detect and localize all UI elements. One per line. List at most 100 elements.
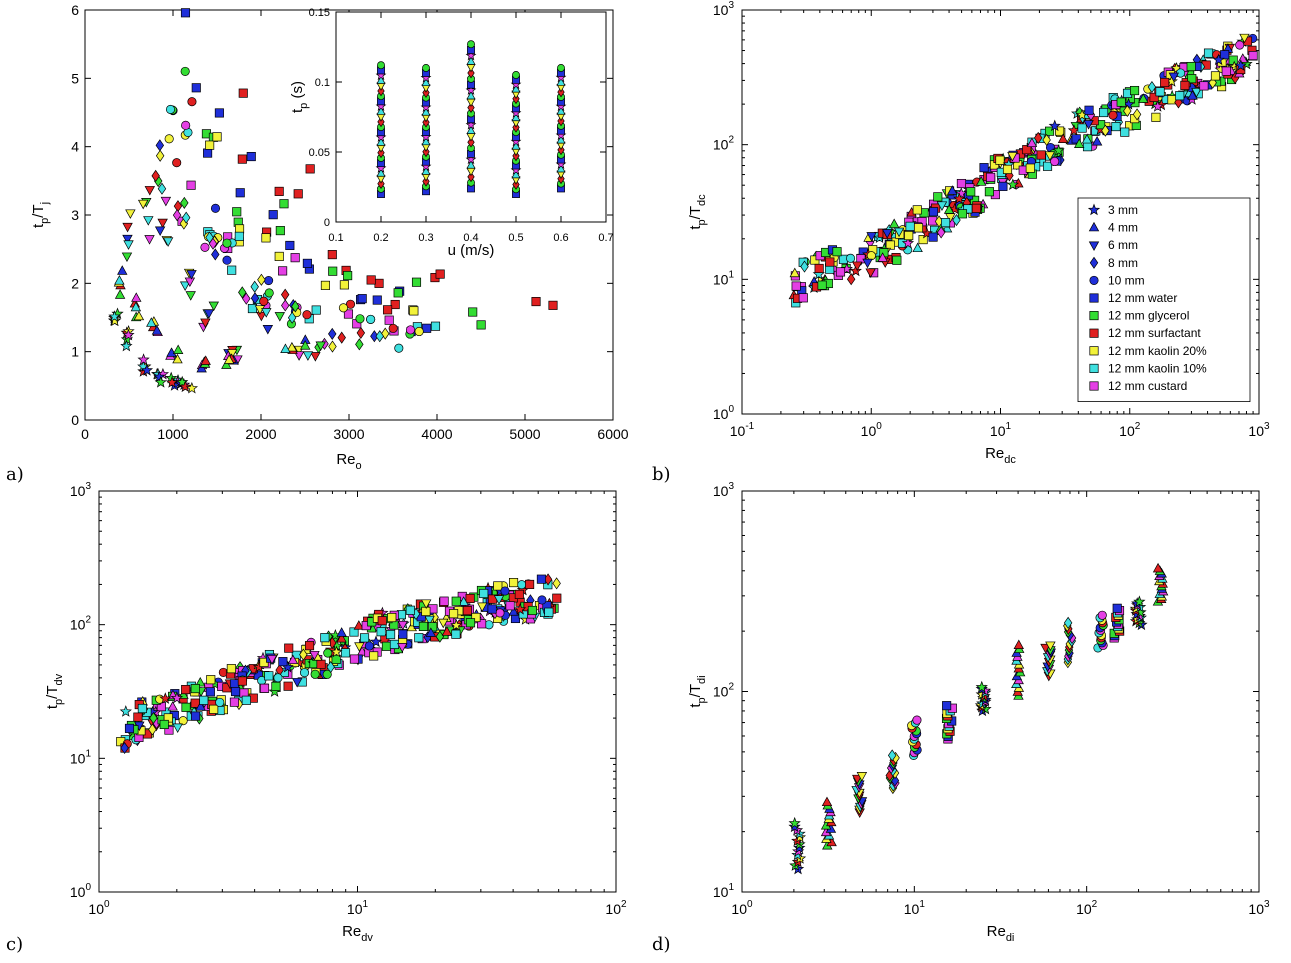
data-point: [185, 381, 199, 394]
data-point: [210, 203, 221, 213]
data-point: [144, 186, 156, 196]
data-point: [1191, 88, 1202, 98]
data-point: [1187, 74, 1197, 84]
y-tick-label: 0: [324, 217, 330, 229]
y-tick-label: 0: [71, 412, 79, 428]
data-point: [840, 262, 853, 275]
data-point: [331, 654, 341, 664]
data-point: [928, 207, 939, 217]
data-point: [495, 608, 505, 618]
data-point: [438, 618, 449, 629]
data-point: [912, 242, 923, 253]
data-point: [229, 679, 240, 689]
data-point: [398, 629, 408, 639]
data-point: [327, 250, 337, 260]
data-point: [180, 66, 190, 76]
data-point: [449, 609, 459, 619]
data-point: [405, 325, 416, 335]
data-point: [418, 621, 428, 632]
panel-c: 100 101 102 100 101 102 103 Redv tp/Tdv: [44, 481, 627, 944]
data-point: [389, 639, 399, 649]
data-point: [1057, 133, 1069, 143]
x-axis-label: Redi: [987, 923, 1015, 944]
data-point: [1248, 51, 1258, 61]
data-point: [1077, 123, 1087, 133]
y-axis-label: tp/Tdv: [44, 673, 65, 709]
data-point: [941, 218, 951, 228]
data-point: [1155, 87, 1165, 97]
data-point: [170, 691, 184, 704]
data-point: [936, 226, 946, 239]
data-point: [1084, 105, 1094, 115]
data-point: [852, 261, 863, 272]
data-point: [1044, 151, 1056, 161]
data-point: [299, 668, 310, 678]
data-point: [180, 196, 189, 209]
data-point: [359, 633, 370, 643]
data-point: [143, 216, 154, 226]
data-point: [155, 139, 165, 152]
data-point: [328, 266, 338, 276]
data-point: [140, 363, 154, 376]
data-point: [167, 701, 178, 711]
inset-point: [421, 77, 431, 87]
data-point: [866, 232, 877, 242]
data-point: [122, 222, 133, 233]
inset-point: [421, 136, 431, 146]
x-tick-label: 4000: [421, 426, 452, 442]
data-point: [214, 108, 224, 118]
y-tick-label: 101: [713, 882, 735, 900]
y-axis-label: tp/Tdi: [687, 675, 708, 707]
legend-marker: [1089, 381, 1099, 391]
panel-letter-c: c): [6, 934, 23, 955]
y-tick-label: 0.05: [309, 147, 330, 159]
y-tick-label: 3: [71, 207, 79, 223]
data-point: [945, 213, 956, 223]
data-point: [259, 296, 269, 306]
plot-frame: [741, 490, 1260, 893]
inset-point: [511, 112, 521, 122]
data-point: [376, 627, 386, 637]
data-point: [1116, 97, 1126, 107]
data-point: [984, 187, 994, 197]
y-tick-label: 100: [713, 404, 735, 422]
legend-marker: [1088, 221, 1100, 232]
data-point: [1149, 92, 1159, 102]
data-point: [119, 705, 132, 717]
data-point: [372, 295, 382, 305]
data-point: [487, 604, 497, 614]
data-point: [226, 664, 236, 674]
data-point: [414, 633, 424, 643]
data-point: [1083, 120, 1094, 130]
data-point: [232, 207, 242, 217]
data-point: [956, 178, 966, 189]
data-point: [234, 231, 244, 241]
data-point: [1239, 33, 1250, 44]
legend-label: 10 mm: [1108, 273, 1145, 287]
data-point: [904, 231, 914, 241]
y-tick-label: 0.15: [309, 7, 330, 19]
data-point: [1071, 134, 1081, 144]
x-tick-label: 100: [731, 899, 753, 917]
x-tick-label: 0.5: [508, 232, 523, 244]
inset-point: [377, 147, 385, 159]
data-point: [887, 749, 897, 762]
data-point: [397, 620, 408, 631]
data-point: [1082, 142, 1093, 152]
data-point: [366, 314, 376, 324]
inset-x-label: u (m/s): [448, 242, 495, 259]
data-point: [274, 186, 284, 196]
inset-point: [377, 178, 385, 189]
data-point: [261, 233, 271, 243]
x-tick-label: 0.2: [373, 232, 388, 244]
data-point: [439, 596, 449, 606]
inset-point: [377, 85, 385, 97]
data-point: [1160, 77, 1170, 88]
data-point: [468, 307, 478, 317]
data-point: [186, 270, 197, 280]
data-point: [1045, 126, 1055, 136]
data-point: [137, 199, 149, 210]
data-point: [304, 641, 315, 651]
data-point: [302, 351, 314, 361]
